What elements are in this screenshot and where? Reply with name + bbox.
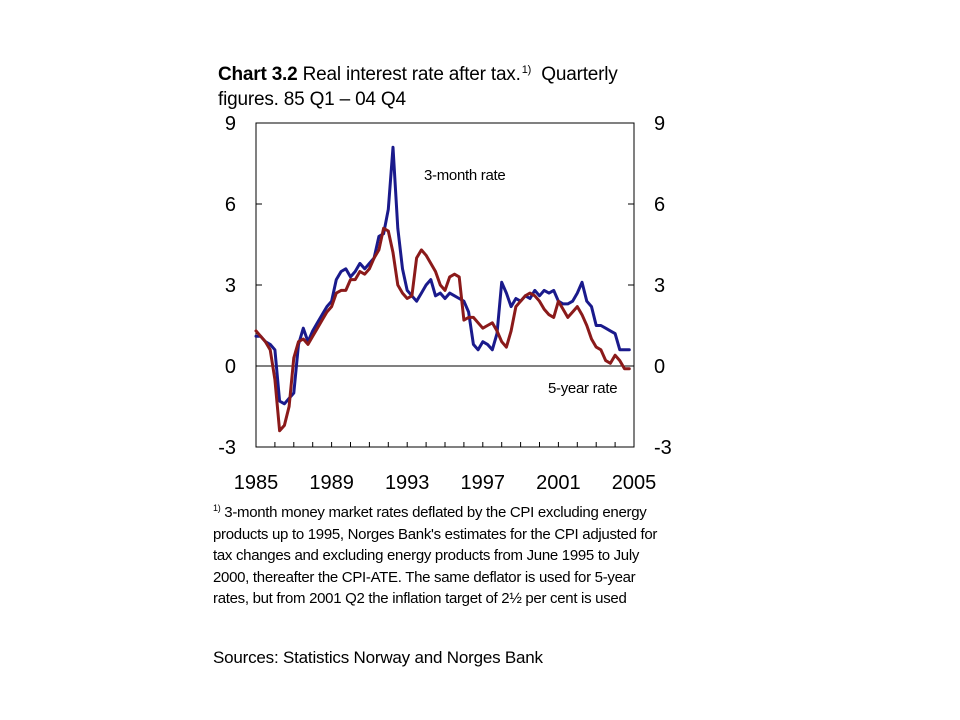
annotation-5-year-rate: 5-year rate [548, 380, 617, 397]
right-y-axis: -3 0 3 6 9 [628, 113, 672, 459]
series-line-3-month-rate [254, 145, 631, 406]
left-y-tick-label: 0 [225, 356, 236, 378]
title-period: figures. 85 Q1 – 04 Q4 [218, 89, 406, 110]
chart-title: Chart 3.2 Real interest rate after tax.1… [218, 58, 678, 112]
footnote-marker: 1) [213, 503, 221, 513]
sources-note: Sources: Statistics Norway and Norges Ba… [213, 648, 543, 667]
left-y-tick-label: 6 [225, 194, 236, 216]
right-y-tick-label: 9 [654, 113, 665, 135]
annotation-3-month-rate: 3-month rate [424, 167, 505, 184]
x-tick-label: 2001 [536, 472, 581, 494]
right-y-tick-label: -3 [654, 437, 672, 459]
series-group [254, 145, 631, 433]
x-tick-label: 1989 [309, 472, 354, 494]
right-y-tick-label: 0 [654, 356, 665, 378]
x-tick-label: 2005 [612, 472, 657, 494]
title-footnote-marker: 1) [521, 64, 532, 76]
left-y-tick-label: 3 [225, 275, 236, 297]
annotations: 3-month rate 5-year rate [424, 167, 618, 397]
x-tick-label: 1997 [461, 472, 506, 494]
line-chart: -3 0 3 6 9 -3 0 3 6 9 1985 1989 1993 1997 2001 2005 3… [218, 113, 672, 494]
title-text: Real interest rate after tax. [302, 64, 521, 85]
left-y-tick-label: 9 [225, 113, 236, 135]
x-tick-label: 1993 [385, 472, 430, 494]
footnote: 1) 3-month money market rates deflated b… [213, 498, 668, 610]
series-line-5-year-rate [254, 226, 631, 433]
footnote-text: 3-month money market rates deflated by t… [213, 504, 658, 607]
chart-number: Chart 3.2 [218, 64, 298, 85]
right-y-tick-label: 3 [654, 275, 665, 297]
left-y-tick-label: -3 [218, 437, 236, 459]
right-y-tick-label: 6 [654, 194, 665, 216]
title-frequency: Quarterly [541, 64, 618, 85]
x-axis: 1985 1989 1993 1997 2001 2005 [234, 442, 657, 494]
x-tick-label: 1985 [234, 472, 279, 494]
left-y-axis: -3 0 3 6 9 [218, 113, 262, 459]
